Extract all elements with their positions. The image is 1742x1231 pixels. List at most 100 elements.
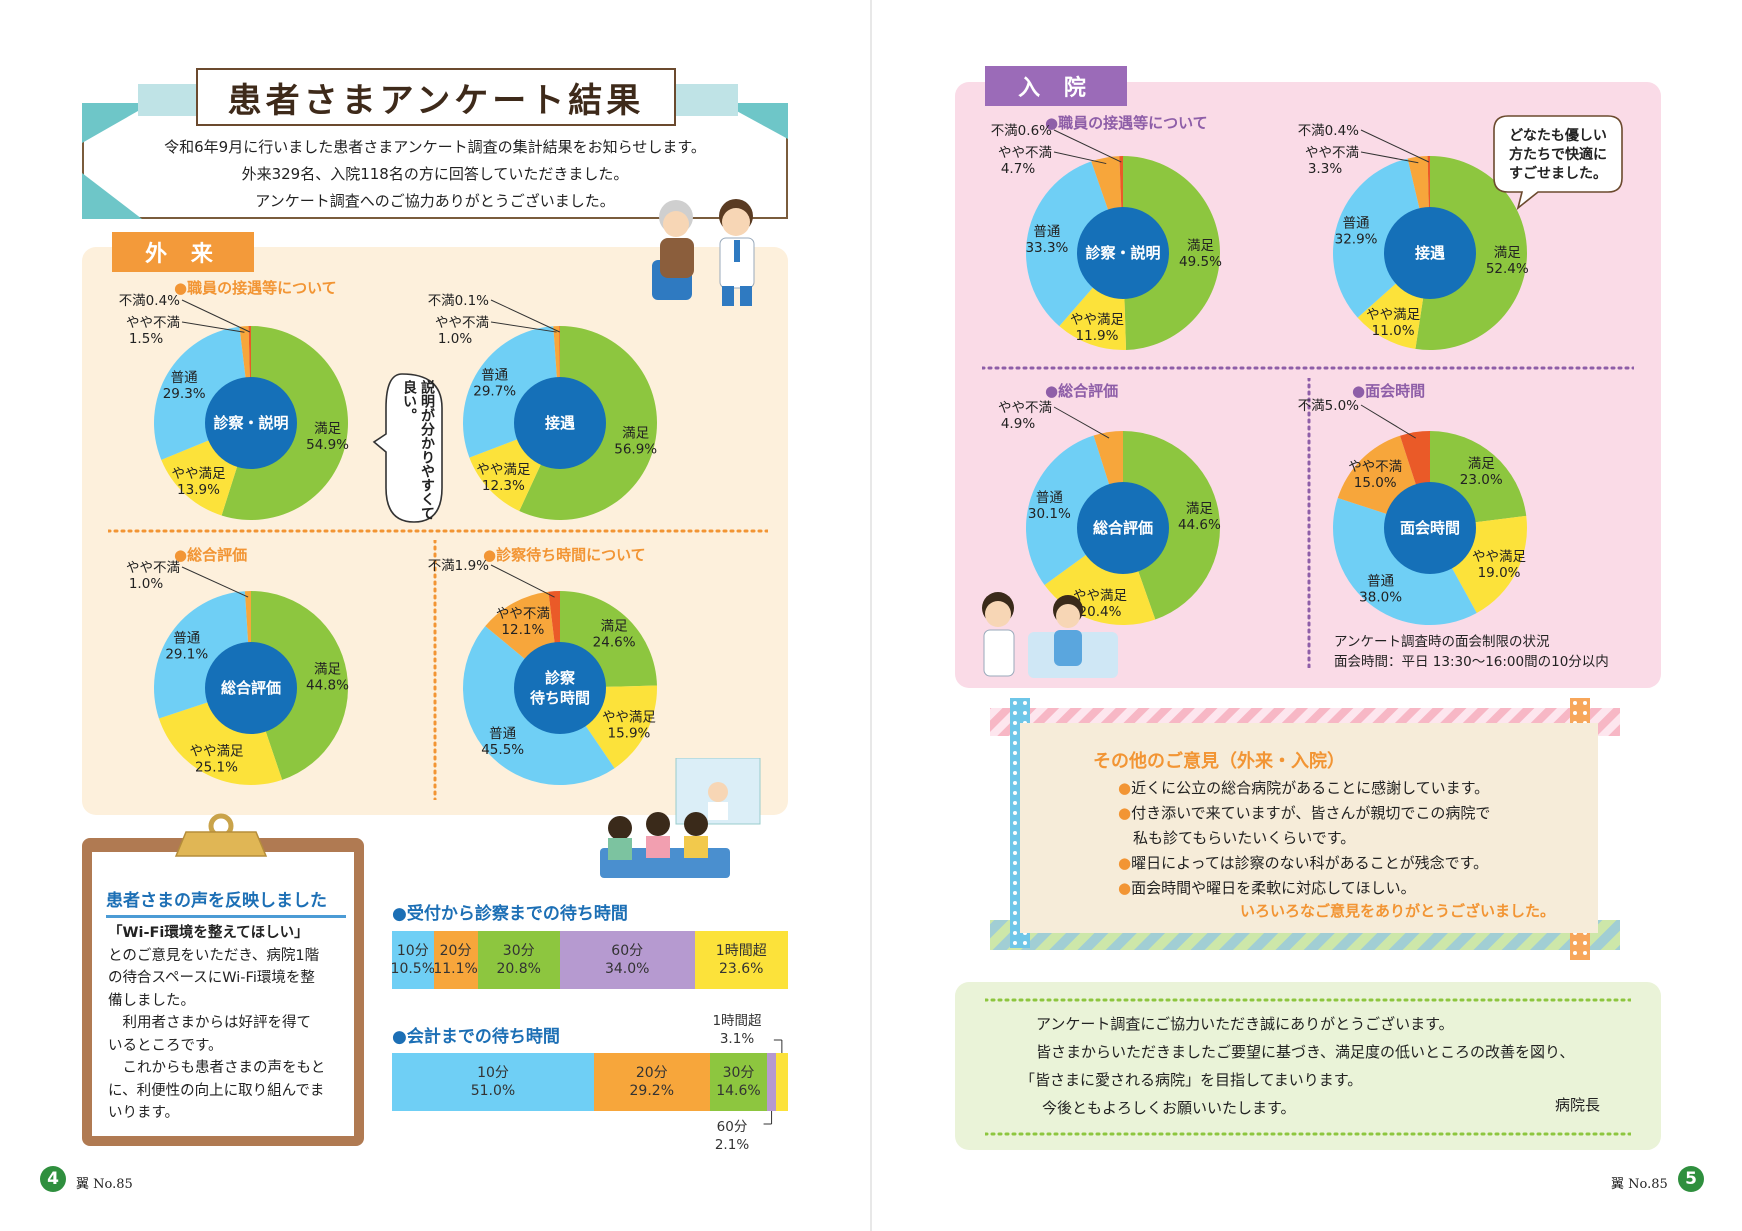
bar-segment: 10分 10.5% (392, 931, 434, 989)
pie-center (514, 642, 606, 734)
pie-center-label: 診察・説明 (1085, 244, 1160, 262)
slice-label: 不満0.4% (119, 293, 180, 309)
opinion-title: その他のご意見（外来・入院） (1093, 751, 1345, 772)
slice-value: 4.7% (1001, 161, 1035, 177)
dotted-divider-vertical (433, 540, 437, 800)
list-item: ●付き添いで来ていますが、皆さんが親切でこの病院で (1118, 801, 1490, 826)
pie-center-label: 総合評価 (1093, 519, 1153, 537)
callout-line (181, 566, 249, 598)
slice-label: 普通 (1367, 574, 1395, 590)
opinion-text: 私も診てもらいたいくらいです。 (1133, 829, 1356, 847)
slice-value: 29.3% (163, 386, 206, 402)
slice-value: 38.0% (1359, 590, 1402, 606)
slice-value: 1.0% (438, 331, 472, 347)
slice-value: 44.6% (1178, 517, 1221, 533)
bar-category: 10分 (477, 1065, 509, 1081)
opinion-text: 曜日によっては診察のない科があることが残念です。 (1131, 854, 1489, 872)
opinion-text: 近くに公立の総合病院があることに感謝しています。 (1131, 779, 1490, 797)
message-line: アンケート調査にご協力いただき誠にありがとうございます。 (1036, 1015, 1454, 1033)
bar-value: 10.5% (392, 961, 434, 977)
slice-label: 普通 (1036, 490, 1063, 506)
page-number: 5 (1678, 1166, 1704, 1192)
bar-category: 1時間超 (715, 943, 767, 959)
bar-segment: 20分 29.2% (593, 1053, 710, 1111)
patient-voice-title: 患者さまの声を反映しました (106, 886, 346, 918)
slice-label: やや満足 (1070, 312, 1124, 328)
list-item: 私も診てもらいたいくらいです。 (1118, 826, 1490, 851)
issue-number: 翼 No.85 (1611, 1177, 1668, 1192)
bar-category: 30分 (502, 943, 535, 959)
slice-label: やや満足 (1472, 549, 1527, 565)
slice-value: 15.9% (607, 725, 650, 741)
slice-value: 12.1% (501, 622, 544, 638)
slice-label: 満足 (601, 619, 629, 635)
bar-segment: 1時間超 23.6% (694, 931, 788, 989)
slice-label: 満足 (1186, 501, 1214, 517)
issue-number: 翼 No.85 (76, 1177, 133, 1192)
patient-voice-line: とのご意見をいただき、病院1階 (108, 947, 320, 964)
slice-label: 満足 (314, 421, 341, 437)
bar-chart-title: ●会計までの待ち時間 (392, 1027, 560, 1047)
pie-center (514, 377, 606, 469)
slice-label: やや不満 (496, 606, 550, 622)
bar-segment: 10分 51.0% (392, 1053, 594, 1111)
callout-line (1360, 151, 1419, 164)
slice-label: 普通 (1033, 224, 1061, 240)
director-signature: 病院長 (1555, 1096, 1601, 1114)
bar-chart-payment-wait: 10分 51.0% 20分 29.2% 30分 14.6% (392, 1053, 788, 1111)
slice-value: 23.0% (1460, 472, 1503, 488)
chart-title: ●総合評価 (1045, 382, 1119, 400)
slice-label: 普通 (171, 370, 198, 386)
bullet-icon: ● (1118, 879, 1132, 897)
slice-value: 13.9% (177, 482, 220, 498)
pie-center (1384, 207, 1476, 299)
bar-category: 1時間超 (712, 1013, 762, 1029)
callout-line (1360, 129, 1430, 163)
callout-line (1053, 406, 1110, 439)
slice-value: 11.9% (1076, 328, 1119, 344)
message-line: 「皆さまに愛される病院」を目指してまいります。 (1020, 1071, 1363, 1089)
bubble-line: どなたも優しい (1509, 127, 1607, 144)
chart-title: ●職員の接遇等について (1045, 114, 1208, 132)
slice-value: 20.4% (1079, 604, 1122, 620)
bar-segment: 20分 11.1% (433, 931, 478, 989)
bar-value: 11.1% (433, 961, 478, 977)
slice-label: やや不満 (998, 400, 1052, 416)
bar-category: 60分 (611, 943, 644, 959)
pie-slice (1123, 156, 1220, 350)
bar-segment (767, 1053, 776, 1111)
slice-label: 普通 (173, 631, 200, 647)
slice-label: やや満足 (602, 709, 656, 725)
patient-voice-line: これからも患者さまの声をもと (108, 1060, 326, 1076)
slice-label: 不満0.6% (991, 123, 1052, 139)
bar-category: 20分 (439, 943, 472, 959)
callout-line (181, 321, 245, 333)
callout-line (490, 299, 560, 333)
bar-callouts (763, 1039, 783, 1125)
slice-label: 不満1.9% (428, 558, 489, 574)
bar-chart-title: ●受付から診察までの待ち時間 (392, 904, 628, 924)
slice-label: 満足 (1187, 238, 1215, 254)
pie-slice (1026, 435, 1123, 586)
slice-label: 不満0.1% (428, 293, 489, 309)
doctor-patient-illustration (652, 199, 755, 306)
slice-label: やや不満 (1305, 145, 1359, 161)
bubble-line: 方たちで快適に (1509, 146, 1607, 163)
slice-value: 29.1% (165, 647, 208, 663)
visiting-note: アンケート調査時の面会制限の状況 面会時間：平日 13:30～16:00間の10… (1334, 632, 1609, 672)
bar-callout-label: 60分 2.1% (700, 1118, 764, 1154)
slice-label: 満足 (1468, 456, 1495, 472)
patient-voice-line: いるところです。 (108, 1037, 223, 1054)
slice-value: 4.9% (1001, 416, 1035, 432)
clipboard-paper (92, 852, 354, 1136)
opinion-text: 面会時間や曜日を柔軟に対応してほしい。 (1131, 879, 1416, 897)
slice-label: やや不満 (126, 560, 180, 576)
outpatient-tag: 外 来 (112, 232, 254, 272)
page-gutter (870, 0, 872, 1231)
pie-center-label: 診察・説明 (213, 414, 288, 432)
pie-slice (1123, 431, 1220, 620)
bar-value: 51.0% (470, 1083, 516, 1099)
bar-segment: 60分 34.0% (559, 931, 695, 989)
